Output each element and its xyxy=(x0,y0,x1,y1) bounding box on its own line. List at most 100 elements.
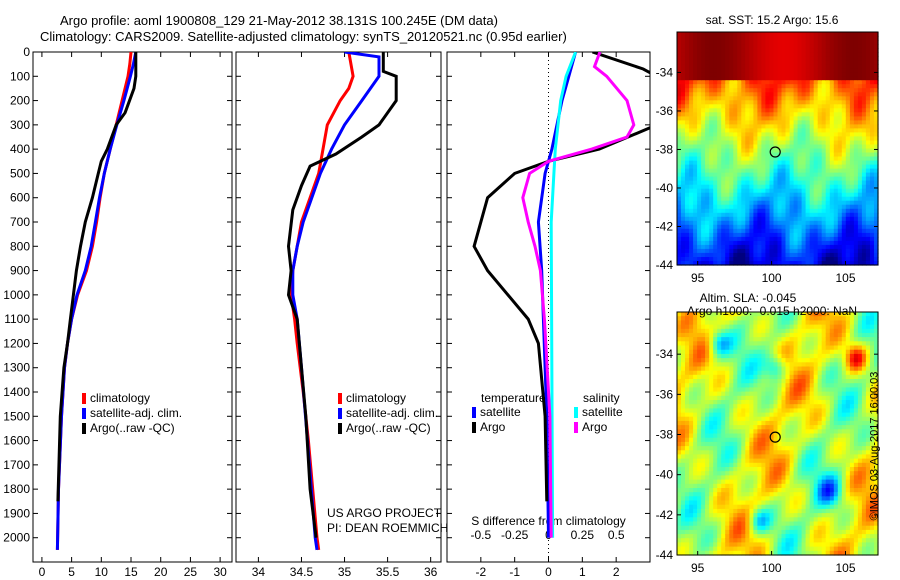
map-cell xyxy=(721,458,726,464)
map-cell xyxy=(685,538,690,543)
map-cell xyxy=(837,172,843,178)
map-cell xyxy=(765,345,770,351)
map-cell xyxy=(725,148,730,154)
map-cell xyxy=(769,458,775,464)
map-cell xyxy=(793,32,799,37)
map-cell xyxy=(705,212,710,218)
map-cell xyxy=(829,96,835,101)
map-cell xyxy=(765,441,770,447)
map-cell xyxy=(709,108,714,113)
series-satellite xyxy=(536,52,578,538)
map-cell xyxy=(709,160,714,166)
map-cell xyxy=(857,64,863,69)
map-cell xyxy=(729,104,734,109)
map-cell xyxy=(797,400,803,405)
map-cell xyxy=(737,429,742,435)
map-cell xyxy=(693,257,698,262)
map-cell xyxy=(745,257,750,262)
map-cell xyxy=(733,204,738,210)
map-cell xyxy=(805,72,811,77)
map-cell xyxy=(761,483,766,489)
map-cell xyxy=(813,76,819,81)
map-cell xyxy=(741,387,746,393)
map-cell xyxy=(681,132,686,137)
map-cell xyxy=(701,395,706,401)
map-cell xyxy=(761,391,766,397)
map-cell xyxy=(693,383,698,388)
map-cell xyxy=(789,383,795,388)
map-cell xyxy=(874,64,879,69)
map-cell xyxy=(685,437,690,443)
map-cell xyxy=(685,220,690,226)
map-cell xyxy=(721,184,726,190)
map-cell xyxy=(725,224,730,230)
map-cell xyxy=(709,52,714,57)
map-cell xyxy=(685,525,690,531)
map-cell xyxy=(689,517,694,523)
map-cell xyxy=(801,349,807,355)
map-cell xyxy=(781,136,787,141)
map-cell xyxy=(781,467,787,472)
map-cell xyxy=(781,479,787,485)
map-cell xyxy=(693,525,698,531)
map-cell xyxy=(737,116,742,121)
map-cell xyxy=(793,196,799,202)
map-cell xyxy=(785,353,791,359)
map-cell xyxy=(705,60,710,65)
map-cell xyxy=(785,450,791,456)
map-cell xyxy=(685,534,690,539)
map-cell xyxy=(725,500,730,506)
map-cell xyxy=(741,324,746,330)
map-cell xyxy=(729,68,734,73)
map-cell xyxy=(861,48,867,53)
map-cell xyxy=(813,112,819,117)
map-cell xyxy=(801,156,807,162)
map-cell xyxy=(753,92,758,97)
map-cell xyxy=(725,320,730,326)
map-cell xyxy=(697,353,702,359)
map-cell xyxy=(817,156,823,162)
map-cell xyxy=(781,542,787,548)
map-cell xyxy=(793,156,799,162)
map-cell xyxy=(729,433,734,439)
map-cell xyxy=(693,496,698,502)
map-cell xyxy=(693,44,698,49)
map-cell xyxy=(693,513,698,518)
map-cell xyxy=(761,160,766,166)
map-cell xyxy=(741,136,746,141)
map-cell xyxy=(793,467,799,472)
map-cell xyxy=(729,320,734,326)
map-cell xyxy=(741,500,746,506)
map-cell xyxy=(733,136,738,141)
map-cell xyxy=(781,132,787,137)
map-cell xyxy=(777,374,783,380)
map-cell xyxy=(801,196,807,202)
map-cell xyxy=(709,450,714,456)
map-cell xyxy=(693,467,698,472)
map-cell xyxy=(753,383,758,388)
map-cell xyxy=(681,316,686,321)
map-cell xyxy=(797,168,803,174)
map-cell xyxy=(785,475,791,481)
map-cell xyxy=(697,136,702,141)
map-cell xyxy=(741,341,746,347)
map-cell xyxy=(765,152,770,158)
map-cell xyxy=(753,192,758,198)
map-cell xyxy=(801,204,807,210)
map-cell xyxy=(749,462,754,468)
map-cell xyxy=(785,332,791,338)
map-cell xyxy=(817,257,823,262)
map-cell xyxy=(801,383,807,388)
map-cell xyxy=(785,521,791,527)
map-cell xyxy=(737,104,742,109)
map-cell xyxy=(737,124,742,129)
map-cell xyxy=(705,529,710,535)
map-cell xyxy=(753,337,758,342)
map-cell xyxy=(709,324,714,330)
map-cell xyxy=(733,257,738,262)
map-cell xyxy=(765,538,770,543)
map-cell xyxy=(870,116,875,121)
map-cell xyxy=(801,120,807,125)
map-cell xyxy=(785,542,791,548)
map-cell xyxy=(753,148,758,154)
